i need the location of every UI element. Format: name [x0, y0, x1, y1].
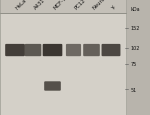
- Text: 51: 51: [130, 87, 137, 92]
- Text: 102: 102: [130, 46, 140, 51]
- Text: PC12: PC12: [74, 0, 87, 10]
- Text: kDa: kDa: [130, 7, 140, 12]
- Text: HeLa: HeLa: [15, 0, 28, 10]
- FancyBboxPatch shape: [66, 45, 81, 57]
- FancyBboxPatch shape: [25, 45, 41, 57]
- Text: A431: A431: [33, 0, 46, 10]
- FancyBboxPatch shape: [5, 45, 25, 57]
- FancyBboxPatch shape: [44, 82, 61, 91]
- Text: MCF-7: MCF-7: [52, 0, 68, 10]
- Text: 75: 75: [130, 62, 137, 67]
- FancyBboxPatch shape: [43, 45, 62, 57]
- FancyBboxPatch shape: [102, 45, 120, 57]
- FancyBboxPatch shape: [0, 14, 126, 115]
- Text: 152: 152: [130, 26, 140, 31]
- FancyBboxPatch shape: [83, 45, 100, 57]
- Text: Y-: Y-: [111, 4, 118, 10]
- FancyBboxPatch shape: [0, 0, 126, 14]
- Text: Neuro2a: Neuro2a: [92, 0, 111, 10]
